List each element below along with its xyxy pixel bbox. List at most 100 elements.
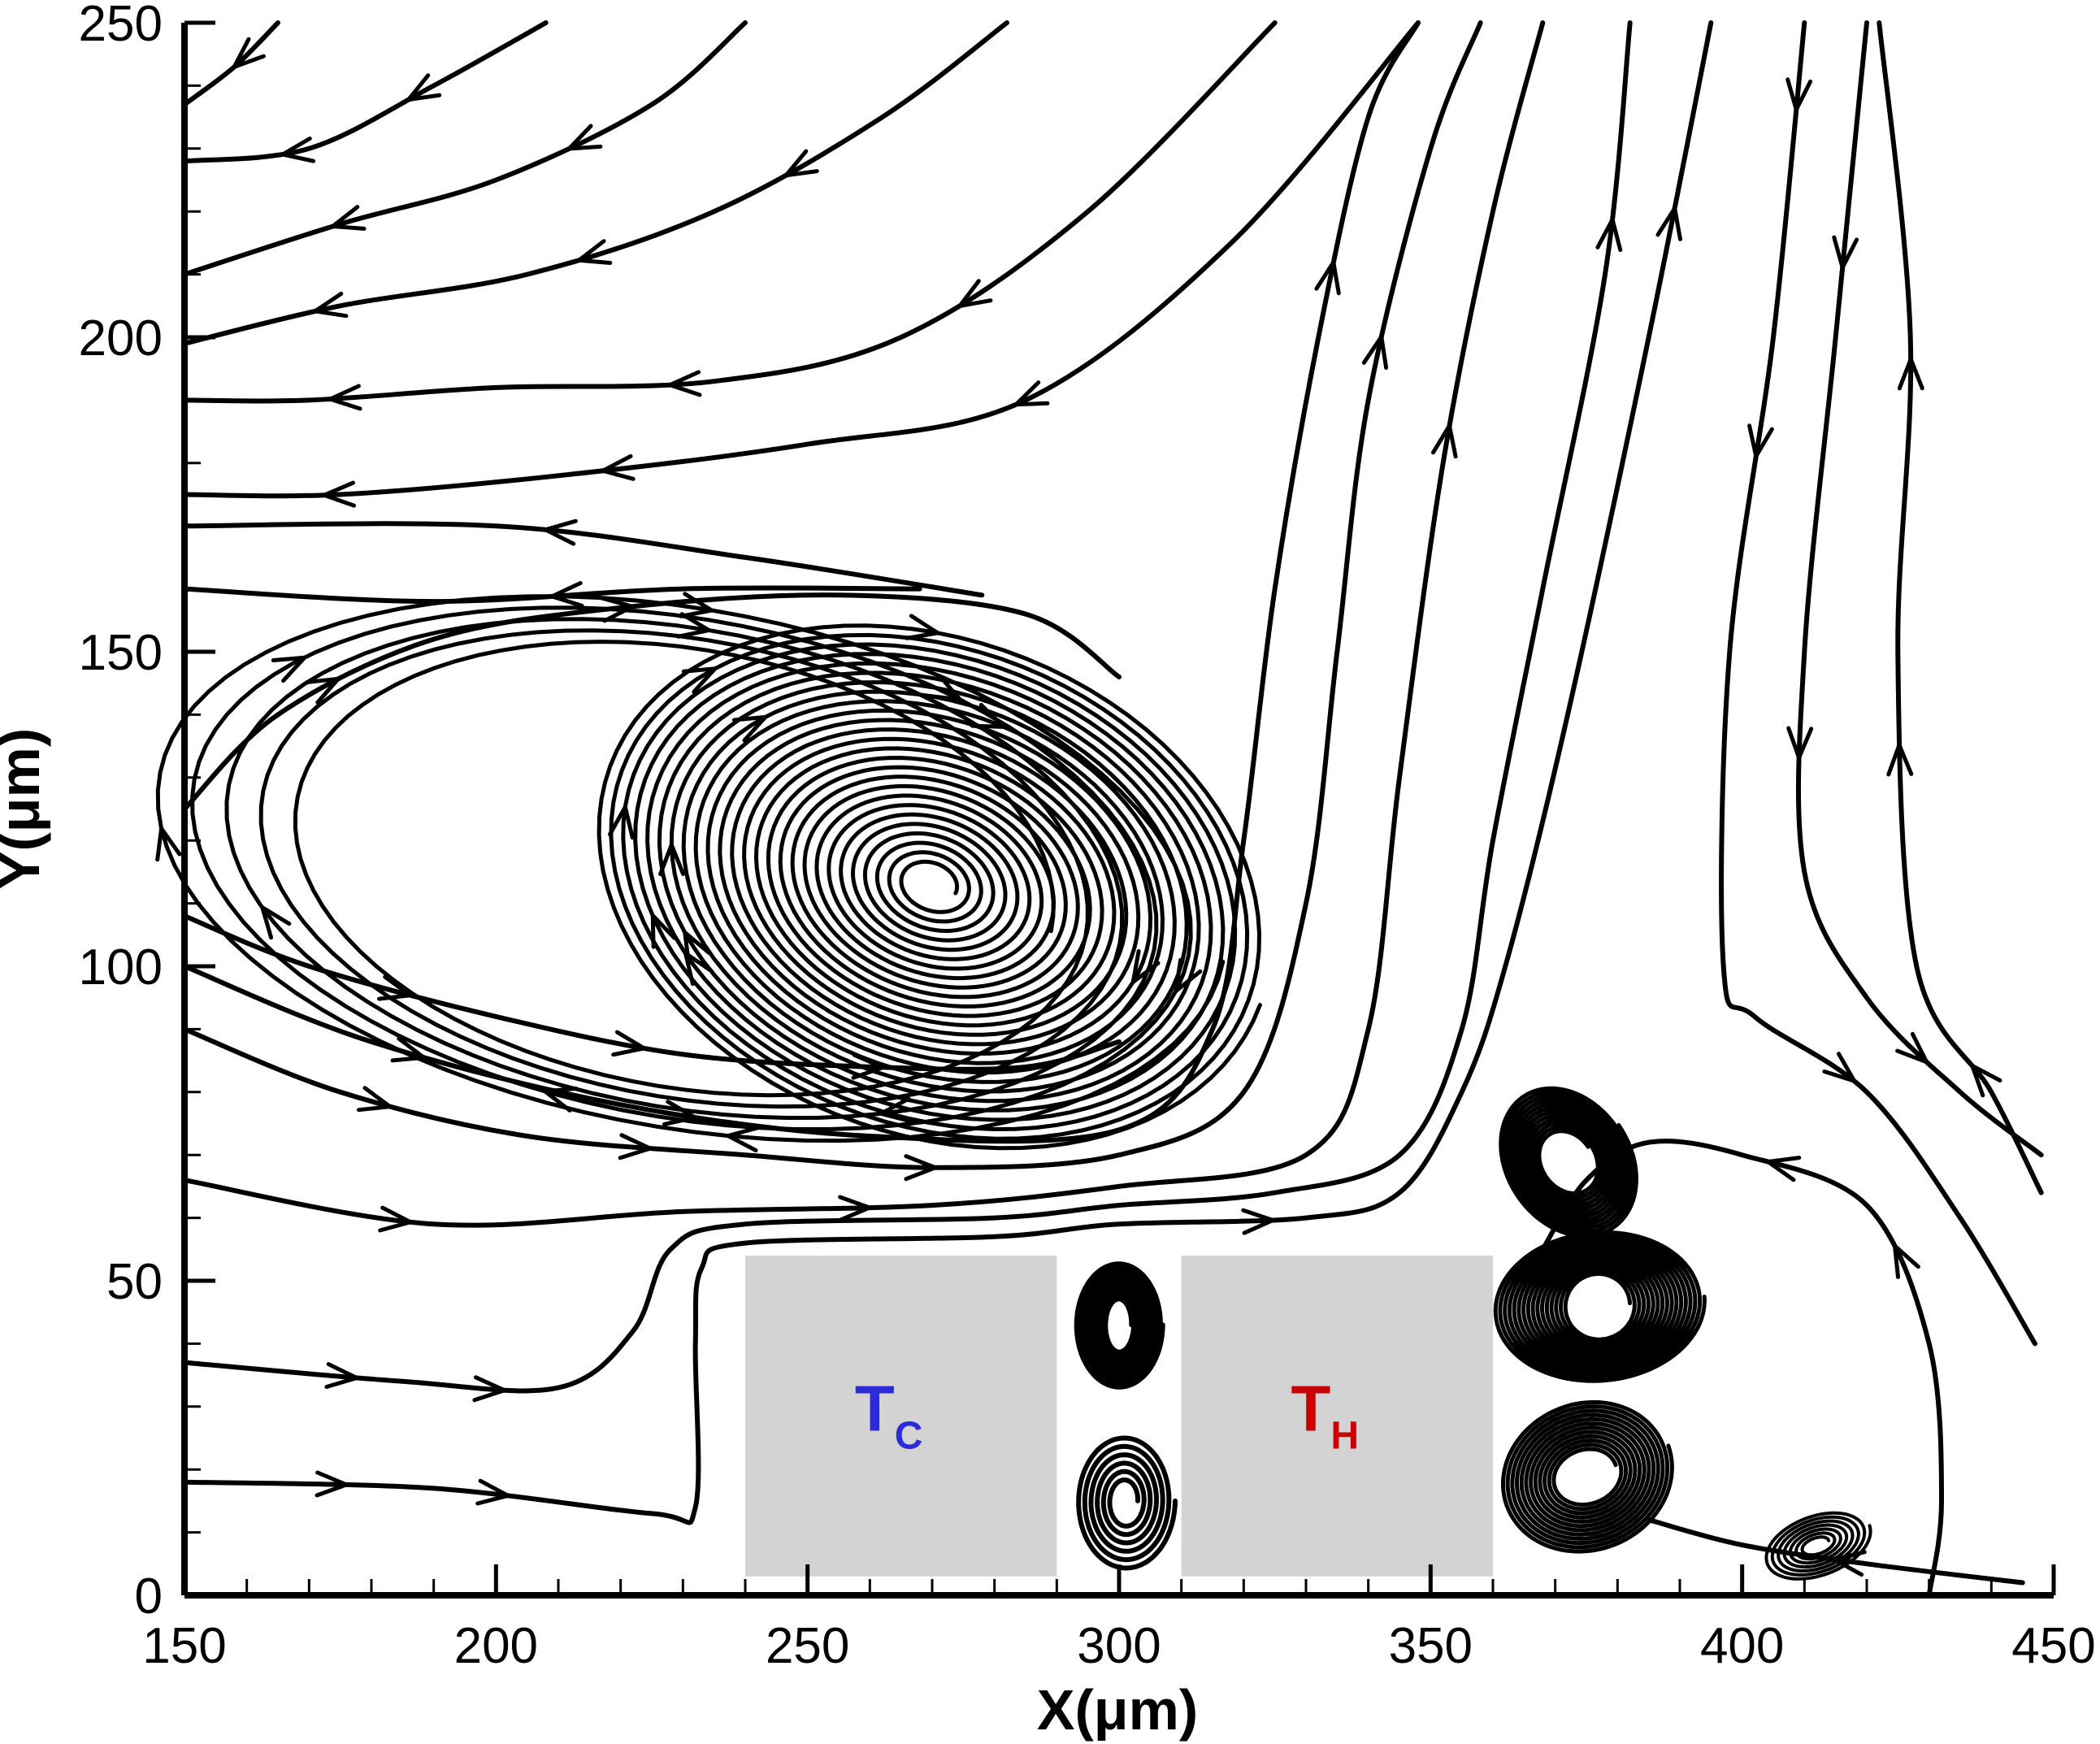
flow-arrow xyxy=(970,702,1009,730)
flow-arrow xyxy=(1822,1052,1859,1085)
vortex-8 xyxy=(1764,1511,1872,1581)
flow-arrow xyxy=(608,801,635,840)
flow-arrow xyxy=(1747,423,1774,462)
flow-arrow xyxy=(1173,957,1203,996)
flow-arrow xyxy=(1241,1208,1279,1235)
flow-arrow xyxy=(1968,1061,2002,1098)
flow-arrow xyxy=(319,480,356,508)
streamline-path xyxy=(182,20,748,277)
hot-block xyxy=(1181,1256,1493,1577)
streamline-8 xyxy=(182,20,1009,346)
flow-arrow xyxy=(662,1100,701,1126)
streamline-path xyxy=(182,592,1122,812)
vortex-2 xyxy=(155,592,1226,1152)
streamline-path xyxy=(182,20,1633,1394)
flow-arrow xyxy=(1314,256,1341,296)
flow-arrow xyxy=(682,948,714,987)
flow-arrow xyxy=(309,291,349,319)
y-tick-label: 250 xyxy=(79,0,163,52)
cold-block xyxy=(745,1256,1057,1577)
streamline-19 xyxy=(182,592,1122,812)
flow-arrow xyxy=(1762,1156,1802,1182)
y-tick-label: 150 xyxy=(79,625,163,681)
heater-blocks xyxy=(745,1256,1493,1577)
hot-block-label-subscript: H xyxy=(1330,1414,1359,1457)
x-axis-title: X(μm) xyxy=(1037,1678,1198,1742)
streamline-path xyxy=(1795,20,2044,1158)
streamline-path xyxy=(182,20,1421,499)
streamline-path xyxy=(182,20,1421,1144)
flow-arrow xyxy=(611,1030,650,1057)
flow-arrow xyxy=(1895,1031,1931,1066)
streamline-14 xyxy=(1719,20,2037,1347)
flow-arrow xyxy=(650,910,677,949)
x-tick-label: 300 xyxy=(1077,1618,1161,1674)
flow-arrow xyxy=(1785,77,1813,115)
flow-arrow xyxy=(875,1096,913,1124)
vortex-spiral xyxy=(1074,1261,1165,1390)
vortex-1 xyxy=(597,614,1262,1151)
x-tick-label: 200 xyxy=(454,1618,538,1674)
flow-arrow xyxy=(679,592,718,618)
flow-arrow xyxy=(838,1195,875,1222)
flow-arrow xyxy=(1361,331,1389,370)
flow-arrow xyxy=(1786,726,1814,764)
x-tick-label: 450 xyxy=(2011,1618,2095,1674)
streamline-11 xyxy=(182,20,280,107)
flow-arrow xyxy=(955,279,993,310)
vortex-spiral xyxy=(1493,1230,1707,1383)
x-tick-label: 150 xyxy=(142,1618,226,1674)
flow-arrow xyxy=(664,370,702,397)
flow-arrow xyxy=(378,1205,416,1233)
flow-arrow xyxy=(324,1362,362,1389)
streamline-path xyxy=(1646,1517,2025,1586)
flow-arrow xyxy=(324,384,362,411)
flow-arrow xyxy=(564,124,603,151)
flow-arrow xyxy=(258,903,292,940)
vortex-spiral xyxy=(597,623,1262,1151)
vortex-4 xyxy=(1076,1435,1178,1571)
streamline-2 xyxy=(182,20,1633,1403)
flow-arrow xyxy=(658,839,686,877)
streamline-path xyxy=(1877,20,2044,1195)
y-tick-label: 0 xyxy=(135,1568,163,1625)
y-axis-title: Y(μm) xyxy=(0,728,51,889)
flow-arrow xyxy=(676,612,715,639)
vortex-spiral xyxy=(1499,1086,1638,1239)
streamlines xyxy=(182,20,2044,1598)
streamline-path xyxy=(182,20,1546,1228)
y-tick-label: 200 xyxy=(79,310,163,367)
streamline-7 xyxy=(182,20,1278,411)
flow-arrow xyxy=(904,1154,941,1182)
streamline-10 xyxy=(182,20,549,164)
vortices xyxy=(155,592,1872,1581)
streamline-3 xyxy=(182,20,1546,1233)
streamline-4 xyxy=(182,20,1483,1182)
streamline-path xyxy=(182,20,1009,346)
flow-arrow xyxy=(390,1036,430,1063)
flow-arrow xyxy=(327,205,367,231)
flow-arrow xyxy=(731,714,770,743)
x-tick-label: 350 xyxy=(1389,1618,1473,1674)
flow-arrow xyxy=(618,1133,656,1160)
streamline-15 xyxy=(1786,20,2044,1158)
cold-block-label-subscript: C xyxy=(895,1414,923,1457)
flow-arrow xyxy=(1431,420,1458,459)
flow-arrow xyxy=(1655,202,1682,241)
vortex-spiral xyxy=(155,594,1226,1143)
flow-arrow xyxy=(600,596,639,623)
streamline-path xyxy=(182,20,1714,1525)
flow-arrow xyxy=(1595,214,1623,253)
flow-arrow xyxy=(573,239,613,265)
streamline-path xyxy=(182,20,1483,1170)
flow-arrow xyxy=(357,1086,396,1113)
flow-arrow xyxy=(277,137,316,163)
streamline-9 xyxy=(182,20,748,277)
flow-arrow xyxy=(539,1087,579,1113)
streamline-path xyxy=(182,20,280,107)
streamline-6 xyxy=(182,20,1421,508)
vortex-spiral xyxy=(1500,1399,1674,1554)
streamline-16 xyxy=(1877,20,2044,1195)
flow-arrow xyxy=(926,674,965,703)
